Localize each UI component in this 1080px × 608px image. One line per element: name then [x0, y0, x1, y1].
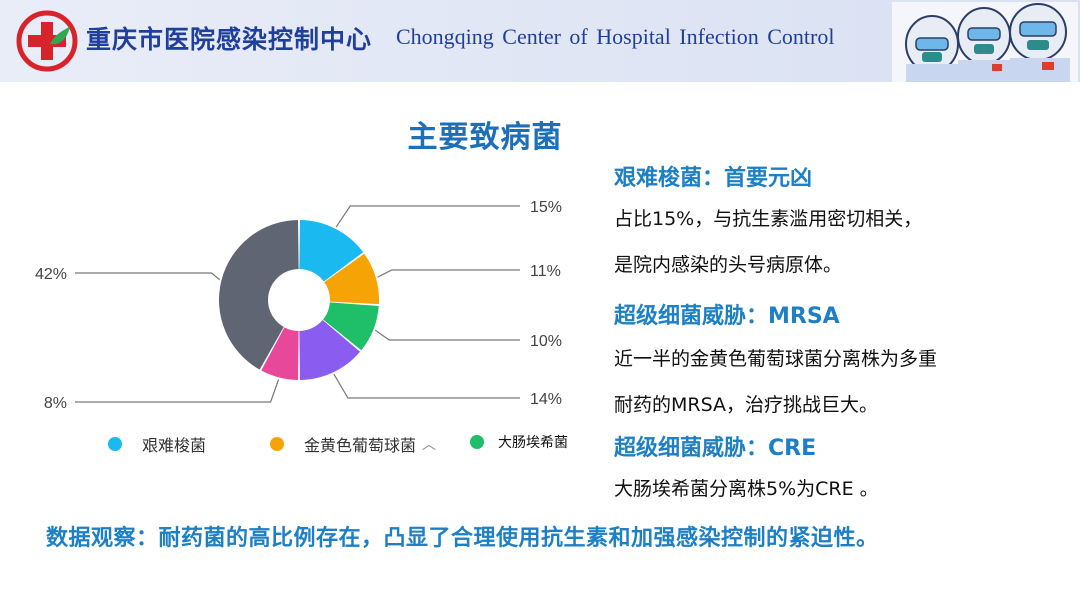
legend-item-2[interactable]: 大肠埃希菌 [470, 432, 568, 452]
section-text-mrsa-1: 近一半的金黄色葡萄球菌分离株为多重 [614, 348, 938, 370]
legend-item-0[interactable]: 艰难梭菌 [108, 432, 206, 456]
leader-line-2 [374, 329, 520, 341]
value-label-0: 15% [530, 199, 562, 216]
legend-dot-icon [470, 435, 484, 449]
org-name-cn: 重庆市医院感染控制中心 [86, 25, 373, 54]
donut-slice-5 [219, 220, 299, 370]
value-label-4: 8% [44, 395, 67, 412]
value-label-3: 14% [530, 391, 562, 408]
section-text-cdiff-2: 是院内感染的头号病原体。 [614, 254, 843, 276]
legend-label: 金黄色葡萄球菌 [304, 436, 417, 455]
donut-slice-3 [299, 320, 361, 380]
hospital-logo-icon [16, 10, 78, 72]
leader-line-5 [75, 272, 220, 281]
legend-label: 艰难梭菌 [142, 436, 207, 455]
legend-label: 大肠埃希菌 [498, 435, 568, 451]
legend-dot-icon [270, 437, 284, 451]
header-banner: 重庆市医院感染控制中心 Chongqing Center of Hospital… [0, 0, 1080, 82]
section-title-cdiff: 艰难梭菌：首要元凶 [614, 166, 813, 191]
leader-line-1 [377, 269, 520, 278]
donut-chart: 15% 11% 10% 14% 8% 42% [35, 199, 562, 412]
section-title-cre: 超级细菌威胁：CRE [614, 436, 817, 461]
value-label-1: 11% [530, 263, 561, 280]
section-text-mrsa-2: 耐药的MRSA，治疗挑战巨大。 [614, 394, 879, 416]
donut-slice-1 [324, 253, 380, 305]
medical-workers-illustration-icon [892, 2, 1078, 82]
data-observation-note: 数据观察：耐药菌的高比例存在，凸显了合理使用抗生素和加强感染控制的紧迫性。 [46, 526, 879, 551]
donut-slice-4 [261, 327, 299, 380]
section-text-cdiff-1: 占比15%，与抗生素滥用密切相关， [614, 208, 923, 230]
leader-line-0 [335, 205, 520, 228]
section-text-cre-1: 大肠埃希菌分离株5%为CRE 。 [614, 478, 879, 500]
section-title-mrsa: 超级细菌威胁：MRSA [614, 304, 840, 329]
org-name-en: Chongqing Center of Hospital Infection C… [396, 24, 835, 49]
legend-item-1[interactable]: 金黄色葡萄球菌 ︿ [270, 432, 436, 456]
chart-title: 主要致病菌 [407, 120, 563, 155]
value-label-2: 10% [530, 333, 562, 350]
leader-line-4 [75, 379, 280, 403]
chevron-up-icon[interactable]: ︿ [422, 437, 437, 453]
donut-slice-0 [299, 220, 364, 282]
leader-line-3 [333, 373, 520, 399]
legend-dot-icon [108, 437, 122, 451]
donut-slice-2 [323, 302, 379, 351]
value-label-5: 42% [35, 266, 67, 283]
